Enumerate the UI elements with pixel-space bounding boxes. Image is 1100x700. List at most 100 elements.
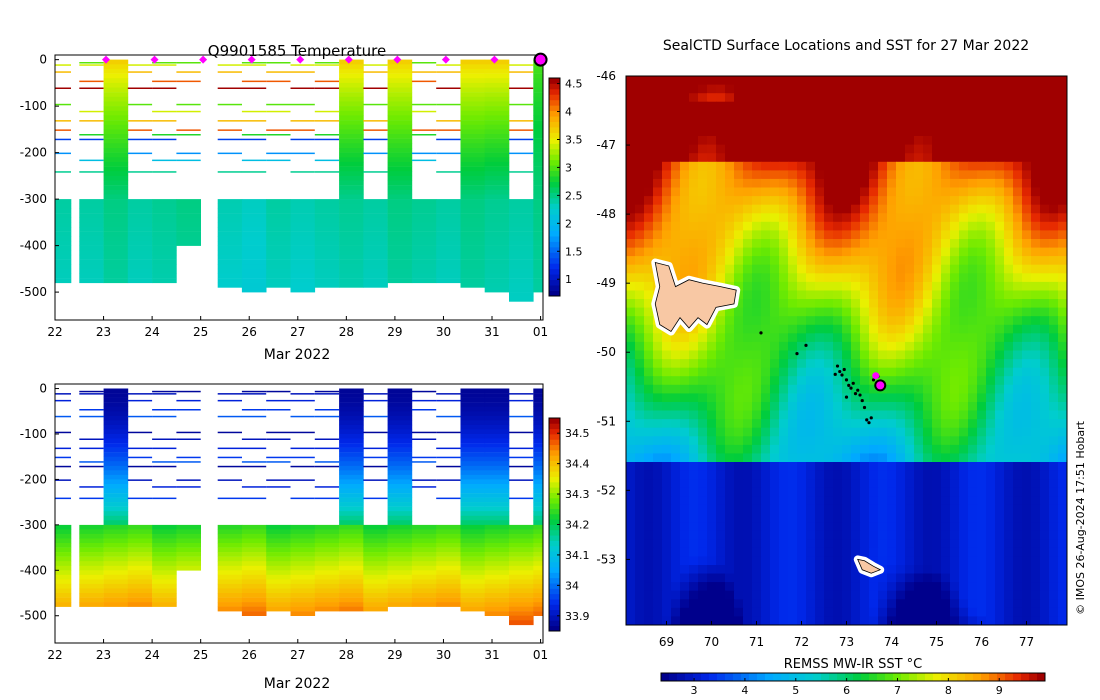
sst-cell — [959, 333, 969, 343]
sst-cell — [914, 101, 924, 111]
sst-cell — [770, 616, 780, 625]
sst-cell — [986, 110, 996, 120]
sst-cell — [851, 419, 861, 429]
sst-colorbar-swatch — [661, 673, 670, 681]
sst-cell — [797, 264, 807, 274]
sst-cell — [824, 599, 834, 609]
sst-cell — [914, 376, 924, 386]
profile-sample — [152, 110, 177, 113]
sst-cell — [779, 324, 789, 334]
sst-cell — [923, 547, 933, 557]
sst-cell — [671, 153, 681, 163]
profile-cell — [460, 424, 486, 430]
profile-cell — [152, 552, 177, 557]
sst-cell — [824, 93, 834, 103]
sst-cell — [644, 76, 654, 86]
sst-cell — [689, 530, 699, 540]
profile-sample — [55, 479, 71, 481]
profile-cell — [509, 583, 534, 589]
profile-cell — [339, 241, 364, 246]
profile-cell — [339, 593, 364, 598]
sst-cell — [905, 333, 915, 343]
sst-cell — [833, 504, 843, 514]
profile-cell — [314, 593, 340, 598]
profile-sample — [217, 456, 242, 459]
sst-cell — [851, 316, 861, 326]
sst-cell — [1049, 341, 1059, 351]
y-tick-label: -500 — [20, 609, 47, 623]
sst-cell — [815, 333, 825, 343]
sst-cell — [725, 410, 735, 420]
sst-cell — [788, 470, 798, 480]
sst-cell — [671, 221, 681, 231]
sst-cell — [797, 333, 807, 343]
sst-cell — [959, 513, 969, 523]
sst-cell — [1049, 170, 1059, 180]
sst-cell — [788, 367, 798, 377]
sst-cell — [806, 333, 816, 343]
sst-cell — [1031, 161, 1041, 171]
sst-cell — [725, 359, 735, 369]
sst-cell — [662, 530, 672, 540]
sst-cell — [635, 470, 645, 480]
sst-cell — [788, 256, 798, 266]
sst-cell — [797, 341, 807, 351]
profile-cell — [533, 547, 543, 553]
sst-colorbar-swatch — [837, 673, 846, 681]
profile-cell — [152, 199, 177, 204]
sst-cell — [1013, 556, 1023, 566]
profile-cell — [509, 268, 534, 274]
profile-cell — [484, 59, 510, 65]
profile-sample — [509, 399, 534, 402]
sst-cell — [851, 230, 861, 240]
profile-cell — [363, 547, 388, 553]
sst-cell — [734, 565, 744, 575]
profile-cell — [241, 611, 267, 616]
sst-cell — [815, 273, 825, 283]
sst-cell — [779, 273, 789, 283]
sst-cell — [986, 213, 996, 223]
sst-cell — [1058, 290, 1067, 300]
sst-cell — [779, 384, 789, 394]
profile-cell — [387, 92, 413, 98]
sst-cell — [1004, 384, 1014, 394]
profile-cell — [339, 411, 364, 417]
sst-cell — [725, 316, 735, 326]
sst-cell — [1031, 299, 1041, 309]
sst-cell — [833, 402, 843, 412]
sst-cell — [635, 616, 645, 625]
profile-cell — [509, 579, 534, 585]
profile-sample — [436, 171, 461, 173]
profile-cell — [217, 583, 243, 589]
sst-cell — [644, 513, 654, 523]
sst-cell — [707, 84, 717, 94]
sst-cell — [716, 127, 726, 137]
sst-cell — [797, 84, 807, 94]
sst-cell — [1022, 101, 1032, 111]
sst-cell — [878, 496, 888, 506]
profile-cell — [55, 570, 72, 576]
sst-cell — [707, 436, 717, 446]
location-point — [858, 393, 862, 397]
sst-cell — [626, 590, 636, 600]
sst-cell — [1058, 444, 1067, 454]
sst-cell — [941, 462, 951, 472]
profile-cell — [436, 199, 461, 204]
sst-cell — [887, 76, 897, 86]
y-tick-label: -400 — [20, 563, 47, 577]
sst-cell — [1031, 256, 1041, 266]
sst-cell — [644, 470, 654, 480]
sst-cell — [923, 84, 933, 94]
sst-cell — [815, 239, 825, 249]
sst-cell — [716, 453, 726, 463]
sst-cell — [743, 479, 753, 489]
sst-cell — [743, 290, 753, 300]
sst-cell — [995, 264, 1005, 274]
sst-cell — [833, 359, 843, 369]
sst-cell — [1031, 264, 1041, 274]
profile-cell — [217, 547, 243, 553]
sst-cell — [977, 556, 987, 566]
sst-cell — [662, 76, 672, 86]
profile-cell — [484, 574, 510, 580]
profile-cell — [387, 424, 413, 430]
